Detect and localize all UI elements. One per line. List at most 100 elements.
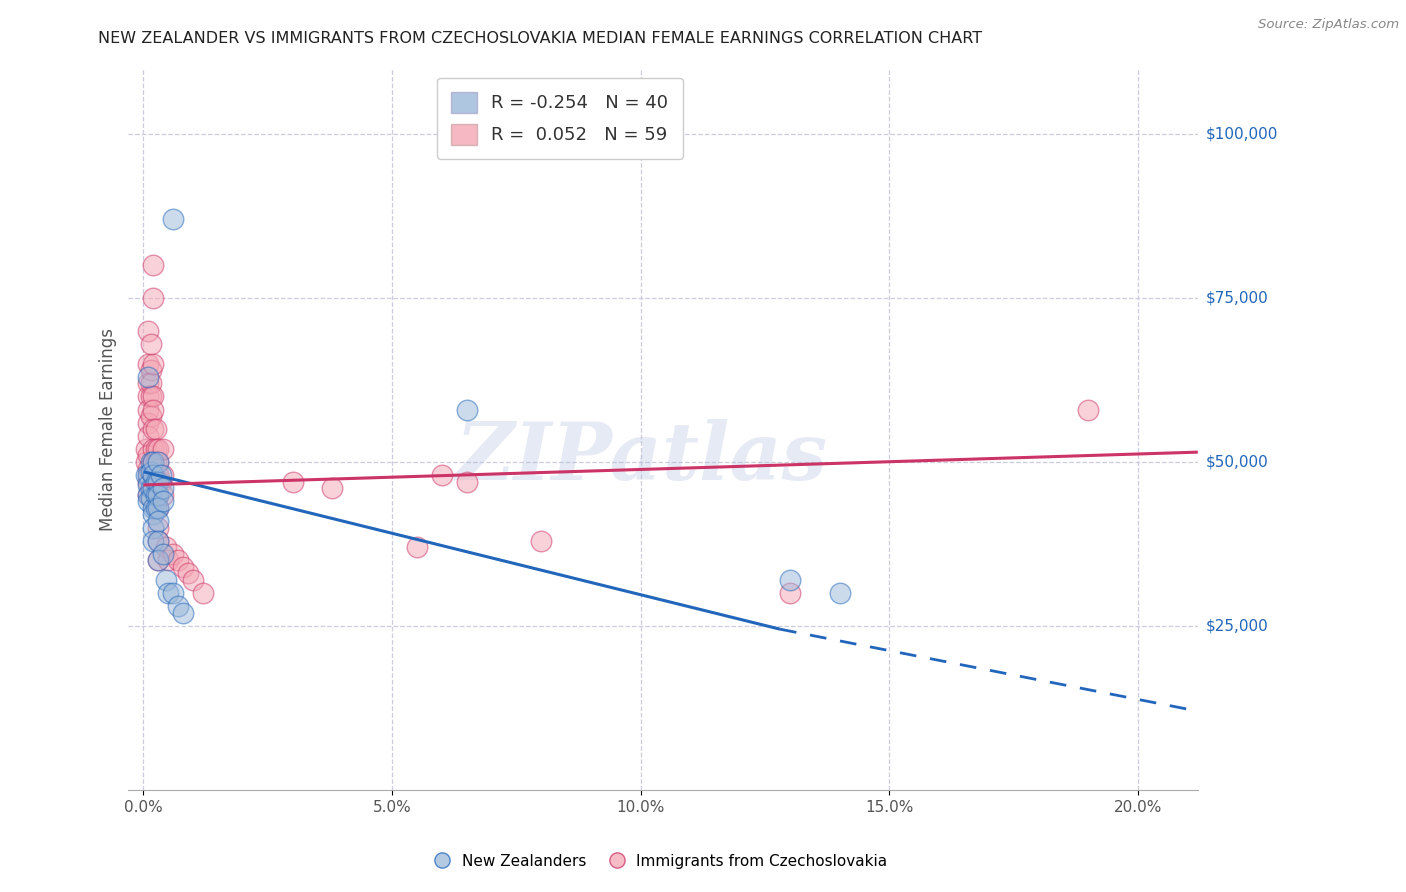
Point — [138, 468, 160, 483]
Point — [162, 586, 184, 600]
Point — [138, 402, 160, 417]
Y-axis label: Median Female Earnings: Median Female Earnings — [100, 327, 117, 531]
Point — [142, 402, 165, 417]
Point — [139, 389, 162, 403]
Point — [139, 363, 162, 377]
Point — [142, 291, 165, 305]
Point — [530, 533, 553, 548]
Point — [148, 455, 170, 469]
Point — [148, 520, 170, 534]
Point — [142, 389, 165, 403]
Point — [142, 468, 165, 483]
Point — [138, 488, 160, 502]
Point — [152, 494, 174, 508]
Point — [148, 514, 170, 528]
Point — [138, 416, 160, 430]
Point — [139, 376, 162, 391]
Point — [152, 442, 174, 456]
Point — [145, 500, 167, 515]
Legend: New Zealanders, Immigrants from Czechoslovakia: New Zealanders, Immigrants from Czechosl… — [427, 848, 894, 875]
Point — [167, 553, 190, 567]
Point — [135, 442, 157, 456]
Point — [145, 475, 167, 489]
Point — [138, 324, 160, 338]
Point — [828, 586, 851, 600]
Point — [177, 566, 200, 581]
Point — [145, 488, 167, 502]
Text: ZIPatlas: ZIPatlas — [456, 419, 828, 497]
Point — [152, 547, 174, 561]
Point — [321, 481, 343, 495]
Point — [142, 422, 165, 436]
Point — [138, 369, 160, 384]
Point — [148, 553, 170, 567]
Point — [167, 599, 190, 614]
Point — [139, 337, 162, 351]
Legend: R = -0.254   N = 40, R =  0.052   N = 59: R = -0.254 N = 40, R = 0.052 N = 59 — [437, 78, 682, 159]
Point — [138, 389, 160, 403]
Point — [157, 553, 180, 567]
Point — [162, 212, 184, 227]
Point — [145, 455, 167, 469]
Point — [138, 461, 160, 475]
Point — [142, 508, 165, 522]
Point — [142, 258, 165, 272]
Point — [135, 468, 157, 483]
Point — [148, 500, 170, 515]
Point — [456, 402, 478, 417]
Point — [139, 455, 162, 469]
Point — [142, 455, 165, 469]
Text: $25,000: $25,000 — [1206, 618, 1268, 633]
Point — [139, 481, 162, 495]
Point — [152, 481, 174, 495]
Point — [138, 357, 160, 371]
Point — [142, 481, 165, 495]
Point — [142, 357, 165, 371]
Point — [430, 468, 453, 483]
Text: $100,000: $100,000 — [1206, 127, 1278, 142]
Point — [149, 475, 172, 489]
Point — [157, 586, 180, 600]
Point — [148, 500, 170, 515]
Point — [142, 468, 165, 483]
Point — [149, 468, 172, 483]
Point — [142, 455, 165, 469]
Point — [138, 449, 160, 463]
Point — [406, 540, 429, 554]
Point — [172, 606, 194, 620]
Point — [148, 533, 170, 548]
Point — [142, 520, 165, 534]
Text: $50,000: $50,000 — [1206, 454, 1268, 469]
Point — [139, 491, 162, 505]
Point — [148, 468, 170, 483]
Point — [138, 428, 160, 442]
Point — [142, 533, 165, 548]
Point — [181, 573, 204, 587]
Point — [138, 478, 160, 492]
Point — [148, 455, 170, 469]
Point — [138, 376, 160, 391]
Point — [152, 468, 174, 483]
Point — [152, 488, 174, 502]
Point — [145, 442, 167, 456]
Point — [148, 553, 170, 567]
Point — [456, 475, 478, 489]
Point — [155, 573, 177, 587]
Point — [148, 475, 170, 489]
Text: Source: ZipAtlas.com: Source: ZipAtlas.com — [1258, 18, 1399, 31]
Point — [281, 475, 304, 489]
Point — [145, 422, 167, 436]
Point — [138, 475, 160, 489]
Point — [779, 586, 801, 600]
Point — [148, 488, 170, 502]
Point — [1077, 402, 1099, 417]
Point — [142, 442, 165, 456]
Point — [138, 494, 160, 508]
Point — [148, 488, 170, 502]
Text: NEW ZEALANDER VS IMMIGRANTS FROM CZECHOSLOVAKIA MEDIAN FEMALE EARNINGS CORRELATI: NEW ZEALANDER VS IMMIGRANTS FROM CZECHOS… — [98, 31, 983, 46]
Point — [191, 586, 214, 600]
Point — [172, 560, 194, 574]
Point — [148, 442, 170, 456]
Text: $75,000: $75,000 — [1206, 291, 1268, 306]
Point — [138, 488, 160, 502]
